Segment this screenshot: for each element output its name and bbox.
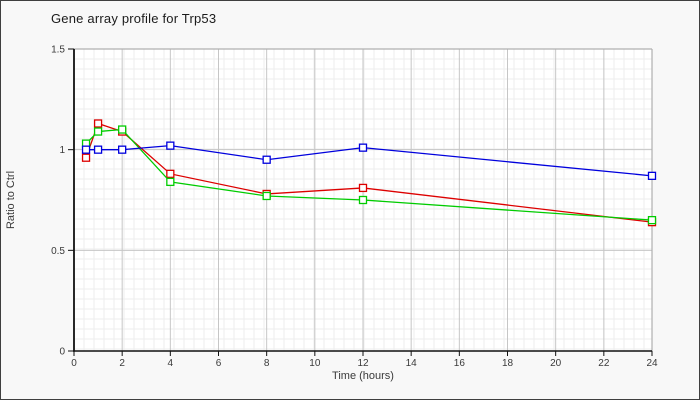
x-tick-label: 2	[119, 358, 125, 369]
x-axis-title: Time (hours)	[332, 370, 394, 382]
series-blue-marker	[262, 155, 271, 164]
x-tick-label: 20	[550, 358, 562, 369]
series-blue-marker	[81, 145, 91, 154]
x-tick-label: 10	[309, 358, 321, 369]
series-blue-marker	[93, 145, 103, 154]
x-tick-label: 0	[71, 358, 77, 369]
x-tick-label: 6	[216, 358, 222, 369]
x-tick-label: 18	[502, 358, 514, 369]
series-red-marker	[358, 183, 368, 193]
series-green-marker	[166, 177, 175, 187]
x-tick-label: 24	[646, 358, 658, 369]
series-red-marker	[81, 153, 91, 162]
x-tick-label: 12	[357, 358, 369, 369]
y-axis-title: Ratio to Ctrl	[5, 170, 17, 230]
series-blue-marker	[166, 141, 175, 150]
series-blue-marker	[118, 145, 127, 154]
x-tick-label: 8	[264, 358, 270, 369]
series-green-marker	[118, 125, 127, 134]
x-tick-label: 14	[406, 358, 418, 369]
chart-title: Gene array profile for Trp53	[51, 11, 217, 26]
series-blue-marker	[647, 171, 657, 180]
x-tick-label: 4	[168, 358, 174, 369]
series-blue-marker	[358, 143, 368, 152]
series-red-marker	[93, 119, 103, 128]
y-tick-label: 0.5	[51, 246, 65, 257]
y-tick-label: 1	[59, 145, 65, 156]
y-tick-label: 1.5	[51, 45, 65, 56]
x-tick-label: 22	[598, 358, 610, 369]
y-tick-label: 0	[59, 347, 65, 358]
series-green-marker	[93, 127, 103, 136]
x-tick-label: 16	[454, 358, 466, 369]
series-green-marker	[262, 191, 271, 201]
series-green-marker	[647, 215, 657, 225]
series-red-marker	[166, 169, 175, 178]
series-green-marker	[358, 195, 368, 205]
